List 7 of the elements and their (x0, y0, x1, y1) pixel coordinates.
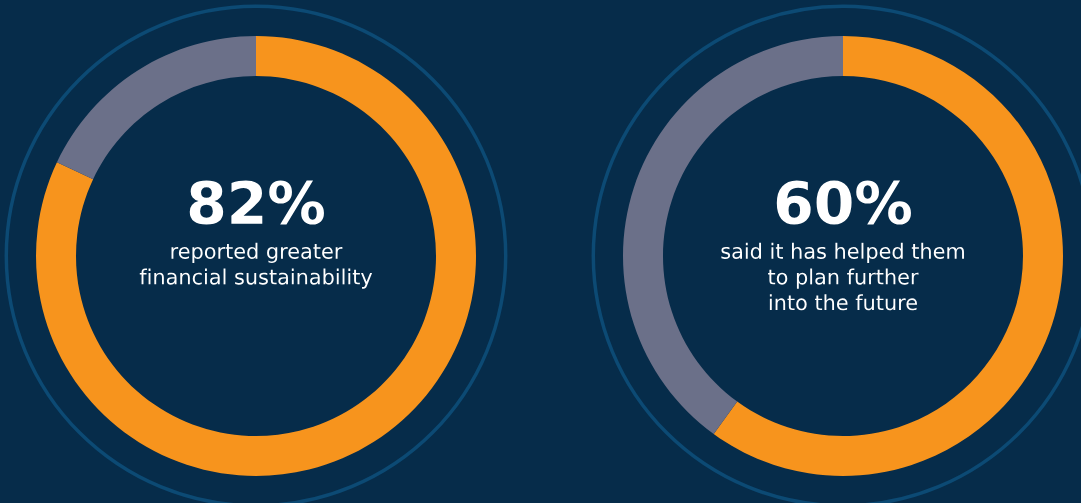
donut-slice (713, 36, 1063, 476)
data-label: 82% (189, 180, 324, 225)
data-label: 60% (776, 180, 911, 225)
donut-slice (36, 36, 476, 476)
donut-slice (56, 36, 256, 180)
text: said it has helped them to plan further into the future (721, 242, 964, 311)
text: reported greater financial sustainability (139, 242, 373, 289)
